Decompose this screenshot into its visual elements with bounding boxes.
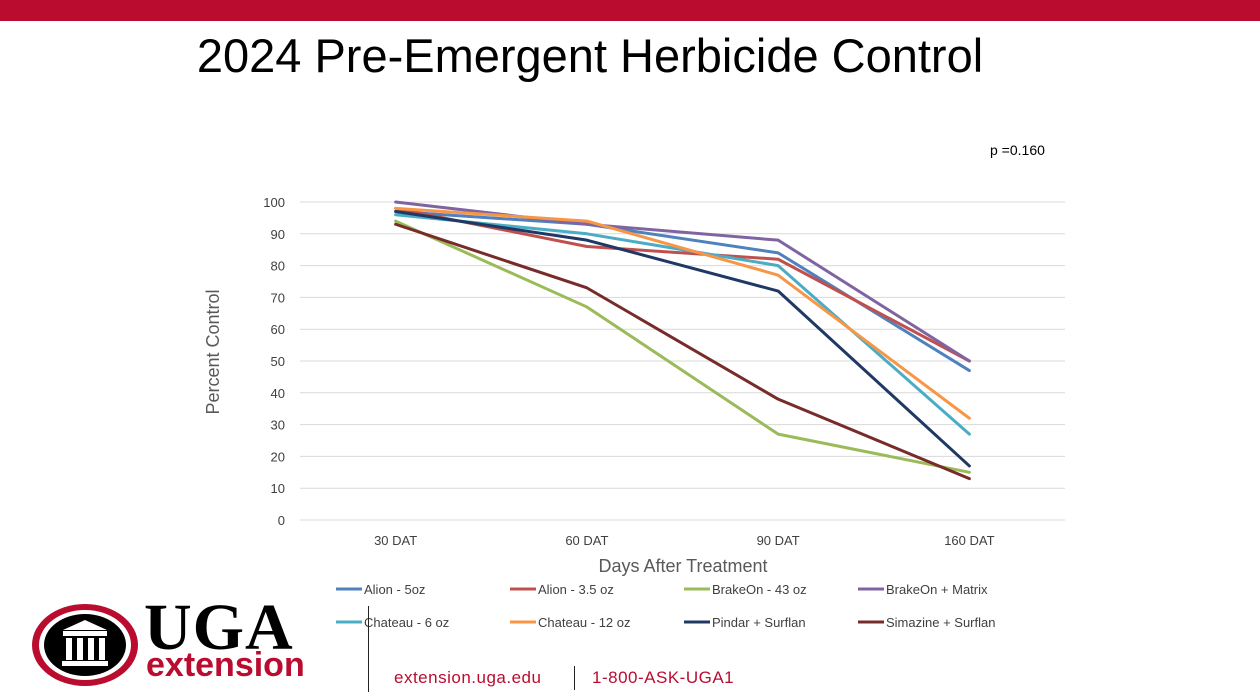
y-tick-label: 80 — [271, 259, 285, 274]
series-line-chateau-12-oz — [394, 206, 971, 420]
footer-divider-left — [368, 606, 369, 692]
legend-label: Alion - 5oz — [364, 582, 425, 597]
line-chart: 0 10 20 30 40 50 60 70 80 90 100 30 DAT 60 DAT 90 DA… — [203, 195, 1065, 630]
y-axis-title: Percent Control — [203, 289, 223, 414]
arch-icon — [32, 604, 138, 686]
legend-item: Alion - 3.5 oz — [510, 582, 614, 597]
y-tick-labels: 0 10 20 30 40 50 60 70 80 90 100 — [263, 195, 285, 528]
y-tick-label: 50 — [271, 354, 285, 369]
series-lines — [394, 200, 971, 481]
legend-label: Alion - 3.5 oz — [538, 582, 614, 597]
legend-label: BrakeOn - 43 oz — [712, 582, 807, 597]
y-tick-label: 0 — [278, 513, 285, 528]
y-tick-label: 40 — [271, 386, 285, 401]
top-accent-bar — [0, 0, 1260, 21]
legend-label: Chateau - 12 oz — [538, 615, 631, 630]
uga-extension-logo: UGA extension — [30, 591, 350, 692]
footer-phone: 1-800-ASK-UGA1 — [592, 668, 735, 687]
legend-item: Alion - 5oz — [336, 582, 425, 597]
series-line-alion-5oz — [394, 210, 971, 373]
x-tick-label: 30 DAT — [374, 533, 417, 548]
series-line-brakeon-43-oz — [394, 219, 971, 474]
legend-label: Pindar + Surflan — [712, 615, 806, 630]
y-tick-label: 90 — [271, 227, 285, 242]
x-tick-label: 60 DAT — [565, 533, 608, 548]
y-tick-label: 30 — [271, 418, 285, 433]
logo-extension-text: extension — [146, 646, 305, 684]
y-tick-label: 10 — [271, 481, 285, 496]
y-tick-label: 100 — [263, 195, 285, 210]
series-line-brakeon-matrix — [394, 200, 971, 363]
footer-divider-middle — [574, 666, 575, 690]
legend-label: BrakeOn + Matrix — [886, 582, 988, 597]
series-line-pindar-surflan — [394, 210, 971, 468]
legend-item: Chateau - 6 oz — [336, 615, 449, 630]
legend-item: Pindar + Surflan — [684, 615, 806, 630]
legend-item: Chateau - 12 oz — [510, 615, 631, 630]
x-tick-label: 160 DAT — [944, 533, 994, 548]
y-tick-label: 20 — [271, 449, 285, 464]
series-line-chateau-6-oz — [394, 213, 971, 436]
x-axis-title: Days After Treatment — [598, 556, 767, 576]
p-value-label: p =0.160 — [990, 142, 1045, 158]
y-tick-label: 70 — [271, 290, 285, 305]
legend-item: BrakeOn - 43 oz — [684, 582, 807, 597]
series-line-simazine-surflan — [394, 222, 971, 481]
y-tick-label: 60 — [271, 322, 285, 337]
slide-title: 2024 Pre-Emergent Herbicide Control — [196, 29, 984, 82]
logo-uga-text: UGA — [144, 591, 294, 664]
series-line-alion-3-5-oz — [394, 206, 971, 363]
legend-label: Chateau - 6 oz — [364, 615, 449, 630]
x-tick-labels: 30 DAT 60 DAT 90 DAT 160 DAT — [374, 533, 995, 548]
legend-item: BrakeOn + Matrix — [858, 582, 988, 597]
footer-website[interactable]: extension.uga.edu — [394, 668, 542, 687]
x-tick-label: 90 DAT — [757, 533, 800, 548]
legend-item: Simazine + Surflan — [858, 615, 995, 630]
legend-label: Simazine + Surflan — [886, 615, 995, 630]
legend: Alion - 5oz Alion - 3.5 oz BrakeOn - 43 oz… — [336, 582, 995, 630]
